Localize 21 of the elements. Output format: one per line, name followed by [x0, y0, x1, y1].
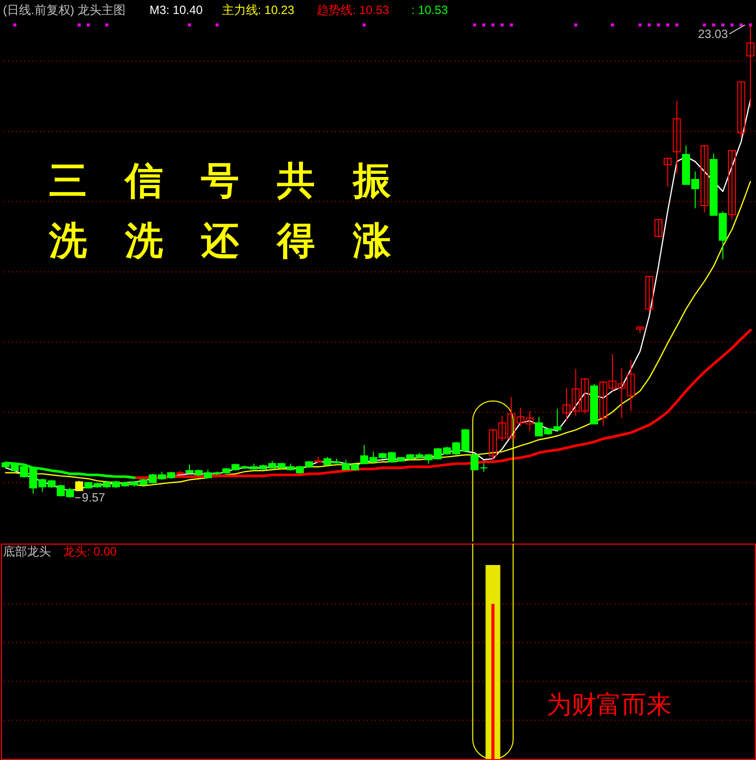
text: M3: 10.40 [149, 2, 203, 17]
chart-title: (日线.前复权) 龙头主图 [2, 2, 126, 17]
annotation: 9.57 [82, 490, 106, 505]
annotation: 23.03 [698, 26, 728, 41]
text: 趋势线: 10.53 [316, 2, 390, 17]
text: : 10.53 [411, 2, 448, 17]
text: 龙头: 0.00 [62, 544, 118, 559]
text: 主力线: 10.23 [222, 2, 295, 17]
chart-title: 底部龙头 [2, 544, 51, 559]
candlestick [728, 150, 736, 220]
candlestick [75, 480, 84, 492]
annotation: 为财富而来 [546, 691, 672, 720]
candlestick [654, 219, 662, 238]
annotation: 三 信 号 共 振 [48, 160, 392, 202]
candlestick [672, 100, 681, 174]
candlestick [664, 157, 672, 188]
candlestick [470, 453, 479, 472]
candlestick [700, 145, 708, 213]
annotation: 洗 洗 还 得 涨 [48, 220, 392, 262]
candlestick [737, 81, 746, 138]
candlestick [645, 276, 654, 313]
